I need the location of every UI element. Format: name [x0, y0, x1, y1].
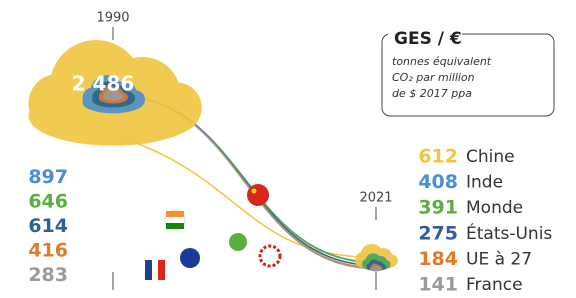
value-label: 612	[418, 146, 458, 168]
cloud-part	[378, 268, 381, 271]
chart-title: GES / €	[394, 29, 462, 49]
value-label: 897	[28, 166, 68, 188]
flag-stripe	[145, 260, 152, 280]
flag-us	[260, 246, 280, 266]
value-label: 141	[418, 274, 458, 296]
value-label: 416	[28, 240, 68, 262]
legend-label: États-Unis	[466, 222, 552, 244]
subtitle: tonnes équivalent	[392, 55, 492, 68]
chart: GES / € tonnes équivalent CO₂ par millio…	[0, 0, 576, 298]
flag-stripe	[158, 260, 165, 280]
legend-label: Monde	[466, 198, 523, 218]
flag-stripe	[166, 211, 184, 217]
flag-stripe	[166, 223, 184, 229]
value-label: 408	[418, 171, 458, 193]
flag-china	[247, 184, 269, 206]
legend-label: Inde	[466, 173, 503, 193]
legend-label: Chine	[466, 147, 515, 167]
legend-label: UE à 27	[466, 249, 532, 269]
value-label: 275	[418, 222, 458, 244]
value-label: 391	[418, 197, 458, 219]
value-label: 614	[28, 215, 68, 237]
flag-eu	[180, 248, 200, 268]
value-label: 646	[28, 191, 68, 213]
flag-world	[228, 232, 248, 252]
flags	[145, 184, 280, 280]
value-label: 184	[418, 248, 458, 270]
subtitle: de $ 2017 ppa	[392, 87, 472, 100]
cloud-part	[371, 267, 374, 270]
year-label: 2021	[359, 191, 392, 206]
cloud-part	[151, 82, 202, 133]
legend-label: France	[466, 275, 523, 295]
value-label: 283	[28, 264, 68, 286]
flag-star	[252, 189, 257, 194]
subtitle: CO₂ par million	[392, 71, 475, 84]
year-label: 1990	[96, 11, 129, 26]
value-label: 2 486	[72, 72, 135, 96]
